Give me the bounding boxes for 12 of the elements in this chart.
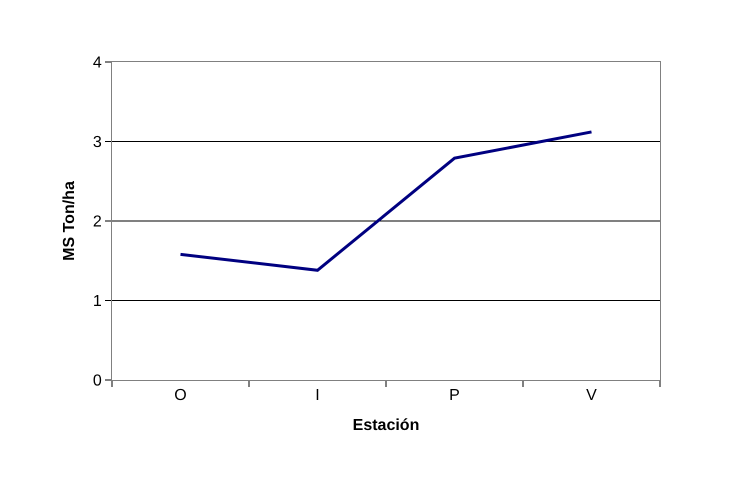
y-tick-label: 4 — [92, 54, 102, 72]
y-tick-label: 1 — [92, 293, 102, 310]
y-tick-label: 3 — [92, 134, 102, 152]
line-series — [179, 130, 593, 272]
y-tick-label: 0 — [92, 372, 102, 390]
x-tick-label: V — [586, 387, 598, 404]
x-axis-title: Estación — [352, 416, 420, 434]
y-axis-title: MS Ton/ha — [60, 181, 78, 261]
x-tick-label: O — [174, 387, 187, 404]
x-tick-label: I — [315, 387, 320, 404]
x-tick-label: P — [449, 387, 460, 404]
y-tick-label: 2 — [92, 214, 102, 231]
